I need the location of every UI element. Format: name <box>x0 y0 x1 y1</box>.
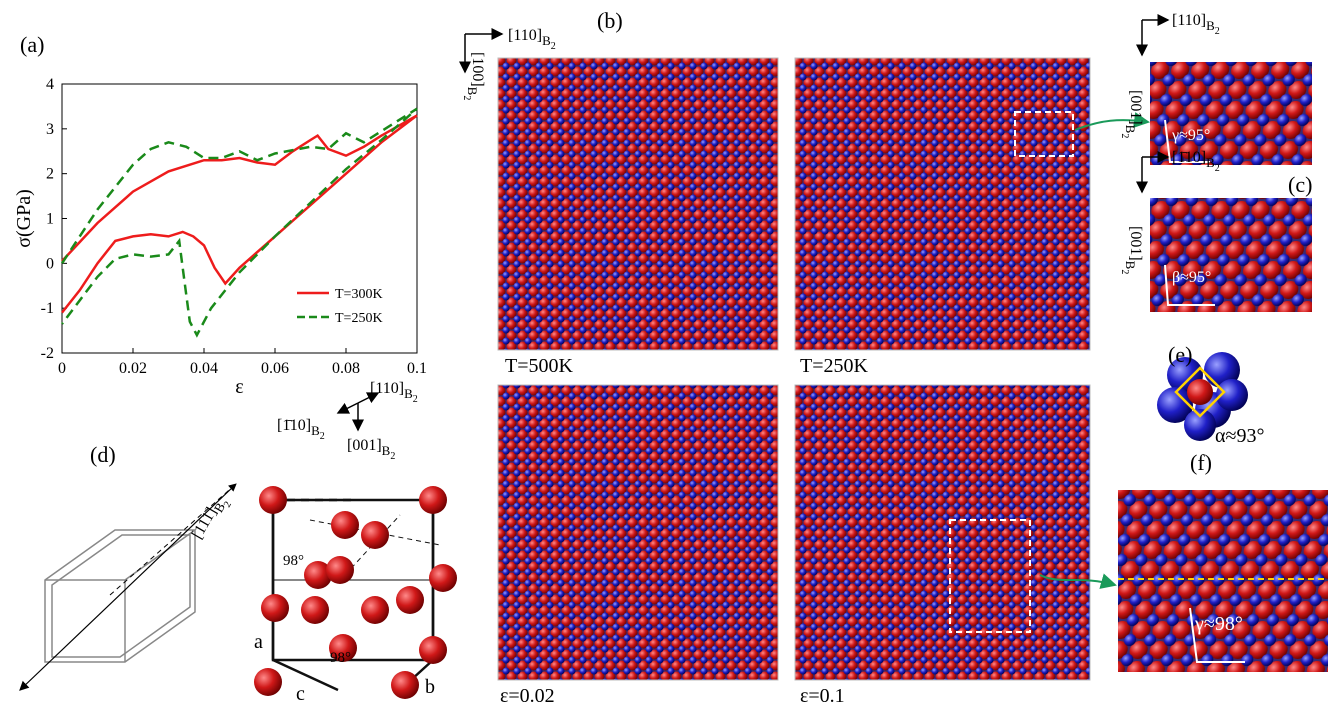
atom-zoom <box>1118 490 1328 672</box>
direction-sub: 2 <box>1215 163 1220 174</box>
direction-sub: 2 <box>390 451 395 462</box>
panel-label: (c) <box>1288 172 1312 197</box>
direction-base: B <box>382 443 391 458</box>
direction-index: [001] <box>347 437 382 454</box>
panel-label: (f) <box>1190 450 1212 475</box>
direction-index: [110] <box>370 380 404 397</box>
atom-zoom <box>1150 198 1312 312</box>
y-tick-label: 2 <box>46 166 54 183</box>
figure: 0 0.02 0.04 0.06 0.08 0.1 -2 -1 0 1 2 3 4 ε σ(GPa) T=30… <box>0 0 1329 705</box>
direction-base: B <box>1123 125 1138 134</box>
angle-label: 98° <box>283 553 304 569</box>
direction-base: B <box>1206 155 1215 170</box>
direction-index: [110] <box>1172 12 1206 29</box>
angle-label: α≈93° <box>1215 425 1264 447</box>
angle-label: γ≈98° <box>1194 613 1243 635</box>
direction-index: [001] <box>1127 90 1144 125</box>
x-tick-label: 0.08 <box>332 360 360 377</box>
direction-base: B <box>404 386 413 401</box>
cell-edge-label: c <box>296 683 305 705</box>
x-axis-label: ε <box>235 376 243 398</box>
direction-sub: 2 <box>461 95 472 100</box>
box-drawing <box>0 0 195 662</box>
atom-map <box>795 385 1090 680</box>
angle-label: β≈95° <box>1172 269 1211 286</box>
direction-index: [1̄10] <box>277 417 311 434</box>
angle-label: γ≈95° <box>1171 127 1210 144</box>
direction-base: B <box>1123 261 1138 270</box>
direction-index: [100] <box>469 52 486 87</box>
y-tick-label: 1 <box>46 211 54 228</box>
cell-edge-label: a <box>254 631 263 653</box>
y-tick-label: -2 <box>41 345 54 362</box>
direction-index: [1̄10] <box>1172 149 1206 166</box>
axis-arrow <box>110 484 236 595</box>
direction-label: [001]B2 <box>347 437 395 462</box>
caption: T=500K <box>505 355 573 377</box>
atom-map <box>498 385 778 680</box>
caption: ε=0.02 <box>500 685 555 705</box>
direction-base: B <box>1206 18 1215 33</box>
panel-label: (d) <box>90 442 116 467</box>
y-tick-label: 3 <box>46 121 54 138</box>
direction-label: [001]B2 <box>1119 226 1144 274</box>
x-tick-label: 0.06 <box>261 360 289 377</box>
legend-label: T=300K <box>335 287 383 302</box>
direction-label: [110]B2 <box>508 27 556 52</box>
panel-label: (b) <box>597 8 623 33</box>
direction-sub: 2 <box>320 431 325 442</box>
panel-label: (e) <box>1168 342 1192 367</box>
direction-sub: 2 <box>1119 133 1130 138</box>
direction-sub: 2 <box>1215 26 1220 37</box>
legend-label: T=250K <box>335 311 383 326</box>
x-tick-label: 0.02 <box>119 360 147 377</box>
direction-index: [001] <box>1127 226 1144 261</box>
x-tick-label: 0.04 <box>190 360 218 377</box>
caption: ε=0.1 <box>800 685 845 705</box>
x-tick-label: 0 <box>58 360 66 377</box>
y-axis-label: σ(GPa) <box>13 189 35 248</box>
panel-label: (a) <box>20 32 44 57</box>
y-tick-label: 0 <box>46 255 54 272</box>
direction-sub: 2 <box>1119 269 1130 274</box>
direction-base: B <box>311 423 320 438</box>
direction-label: [1̄10]B2 <box>277 417 325 442</box>
direction-index: [110] <box>508 27 542 44</box>
direction-base: B <box>542 33 551 48</box>
direction-label: [111]B2 <box>189 493 234 546</box>
atom-map <box>498 58 778 350</box>
direction-sub: 2 <box>551 41 556 52</box>
atom-map <box>795 58 1090 350</box>
y-tick-label: -1 <box>41 300 54 317</box>
cell-edge-label: b <box>425 676 435 698</box>
y-tick-label: 4 <box>46 76 54 93</box>
direction-label: [110]B2 <box>1172 12 1220 37</box>
caption: T=250K <box>800 355 868 377</box>
angle-label: 98° <box>330 650 351 666</box>
data-line <box>62 115 417 312</box>
direction-label: [001]B2 <box>1119 90 1144 138</box>
direction-label: [110]B2 <box>370 380 418 405</box>
direction-sub: 2 <box>413 394 418 405</box>
direction-base: B <box>465 87 480 96</box>
x-tick-label: 0.1 <box>407 360 427 377</box>
